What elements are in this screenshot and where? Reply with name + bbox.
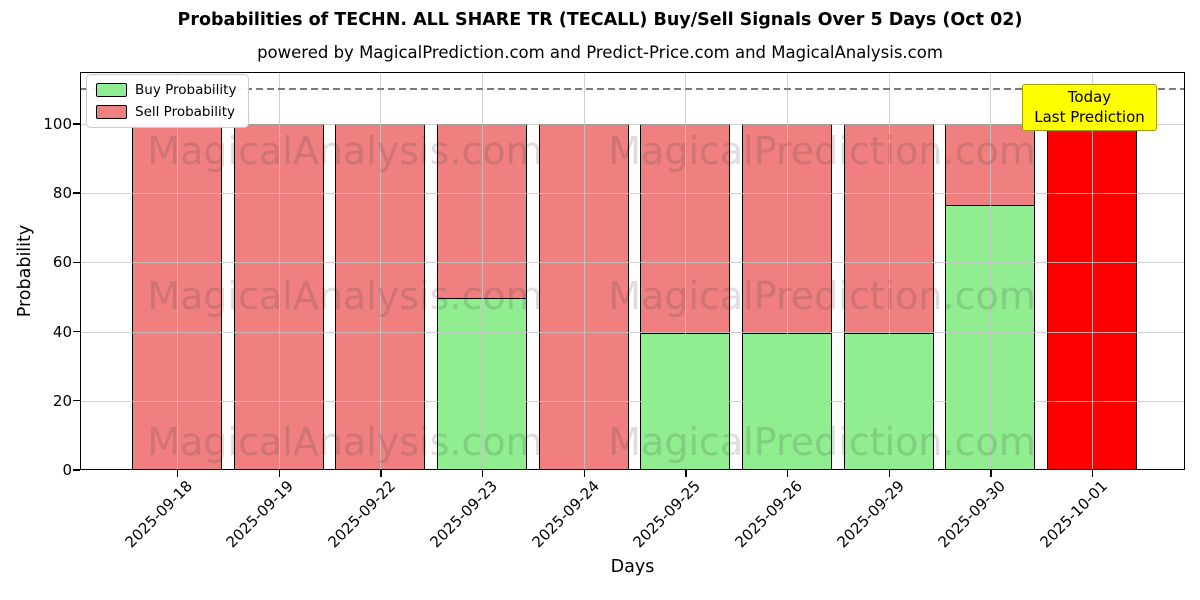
y-tick-label-80: 80: [52, 184, 72, 203]
today-annotation: Today Last Prediction: [1022, 84, 1157, 131]
x-tick-label-2025-09-23: 2025-09-23: [426, 477, 501, 552]
gridline-y-60: [80, 262, 1185, 264]
x-tick-2025-09-18: [177, 470, 179, 477]
x-tick-label-2025-09-19: 2025-09-19: [223, 477, 298, 552]
legend: Buy Probability Sell Probability: [86, 74, 250, 128]
y-tick-label-0: 0: [62, 461, 72, 479]
legend-item-sell: Sell Probability: [96, 104, 236, 120]
annotation-line-2: Last Prediction: [1034, 108, 1145, 127]
x-tick-label-2025-09-30: 2025-09-30: [934, 477, 1010, 552]
x-tick-2025-09-29: [888, 470, 891, 477]
y-tick-label-100: 100: [43, 114, 72, 133]
y-tick-40: [73, 330, 80, 333]
x-tick-2025-09-24: [583, 470, 586, 477]
y-tick-label-40: 40: [52, 322, 72, 341]
x-tick-label-2025-10-01: 2025-10-01: [1036, 477, 1111, 552]
buy-swatch-icon: [96, 83, 127, 97]
gridline-x-2025-09-18: [177, 72, 178, 470]
x-tick-2025-09-23: [482, 470, 484, 477]
chart-title: Probabilities of TECHN. ALL SHARE TR (TE…: [177, 10, 1023, 30]
x-tick-label-2025-09-22: 2025-09-22: [324, 477, 400, 552]
x-tick-2025-09-26: [787, 470, 789, 477]
gridline-y-40: [80, 331, 1185, 333]
x-tick-label-2025-09-18: 2025-09-18: [121, 477, 196, 552]
gridline-x-2025-09-22: [380, 72, 382, 470]
gridline-x-2025-09-24: [583, 72, 585, 470]
chart-subtitle: powered by MagicalPrediction.com and Pre…: [257, 43, 943, 62]
gridline-x-2025-09-30: [990, 72, 992, 470]
y-tick-20: [73, 400, 80, 402]
x-tick-2025-09-22: [380, 470, 382, 477]
y-tick-100: [73, 123, 80, 125]
gridline-y-20: [80, 400, 1185, 402]
sell-swatch-icon: [96, 105, 127, 119]
annotation-line-1: Today: [1067, 88, 1112, 106]
gridline-x-2025-09-26: [787, 72, 789, 470]
gridline-y-100: [80, 123, 1185, 125]
gridline-x-2025-09-25: [685, 72, 687, 470]
threshold-dashed-line: [80, 88, 1185, 91]
gridline-x-2025-09-19: [278, 72, 280, 470]
y-tick-0: [73, 469, 80, 471]
x-tick-2025-10-01: [1092, 470, 1094, 477]
gridline-x-2025-09-29: [888, 72, 890, 470]
x-tick-label-2025-09-24: 2025-09-24: [528, 477, 603, 552]
x-tick-label-2025-09-29: 2025-09-29: [833, 477, 908, 552]
y-tick-label-60: 60: [52, 253, 72, 272]
gridline-y-80: [80, 193, 1185, 195]
legend-item-buy: Buy Probability: [96, 82, 236, 98]
x-axis-label: Days: [610, 557, 655, 577]
gridline-x-2025-10-01: [1092, 72, 1094, 470]
gridline-x-2025-09-23: [482, 72, 483, 470]
x-tick-2025-09-30: [990, 470, 992, 477]
legend-label-buy: Buy Probability: [135, 82, 237, 98]
x-tick-2025-09-19: [278, 470, 281, 477]
y-tick-60: [73, 261, 80, 264]
y-tick-label-20: 20: [52, 391, 72, 410]
y-tick-80: [73, 192, 80, 194]
x-tick-2025-09-25: [685, 470, 687, 477]
x-tick-label-2025-09-26: 2025-09-26: [731, 477, 806, 552]
legend-label-sell: Sell Probability: [135, 104, 236, 120]
x-tick-label-2025-09-25: 2025-09-25: [629, 477, 705, 552]
